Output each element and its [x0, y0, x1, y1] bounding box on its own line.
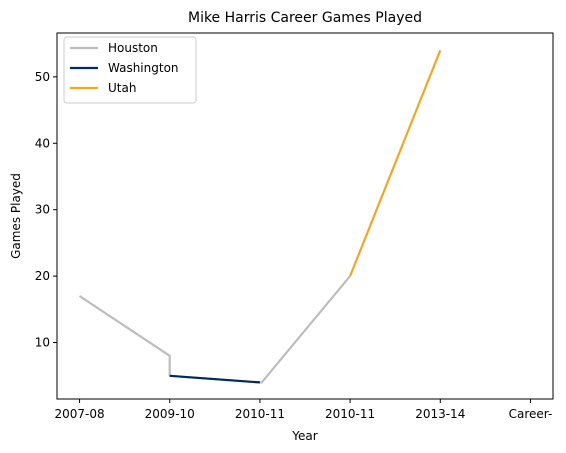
x-tick-label: 2007-08 [54, 407, 104, 421]
series-line-utah [349, 49, 442, 277]
y-tick-label: 30 [35, 203, 50, 217]
x-tick-label: Career- [509, 407, 553, 421]
plot-lines [78, 49, 442, 384]
legend-label-houston: Houston [108, 41, 158, 55]
series-line-washington [169, 374, 260, 384]
plot-frame [56, 32, 554, 400]
legend-box [63, 36, 197, 104]
y-axis-ticks: 10 20 30 40 50 [35, 70, 57, 350]
x-tick-label: 2013-14 [415, 407, 465, 421]
x-tick-label: 2009-10 [145, 407, 195, 421]
chart-title: Mike Harris Career Games Played [188, 10, 422, 26]
x-axis-ticks: 2007-08 2009-10 2010-11 2010-11 2013-14 Caree… [54, 399, 552, 421]
legend-label-washington: Washington [108, 61, 179, 75]
y-tick-label: 40 [35, 136, 50, 150]
y-tick-label: 10 [35, 336, 50, 350]
x-tick-label: 2010-11 [325, 407, 375, 421]
y-tick-label: 20 [35, 269, 50, 283]
y-tick-label: 50 [35, 70, 50, 84]
y-axis-label: Games Played [9, 173, 23, 259]
x-tick-label: 2010-11 [235, 407, 285, 421]
legend-label-utah: Utah [108, 81, 136, 95]
series-line-houston [78, 275, 351, 384]
legend: Houston Washington Utah [63, 36, 197, 104]
x-axis-label: Year [291, 429, 317, 443]
